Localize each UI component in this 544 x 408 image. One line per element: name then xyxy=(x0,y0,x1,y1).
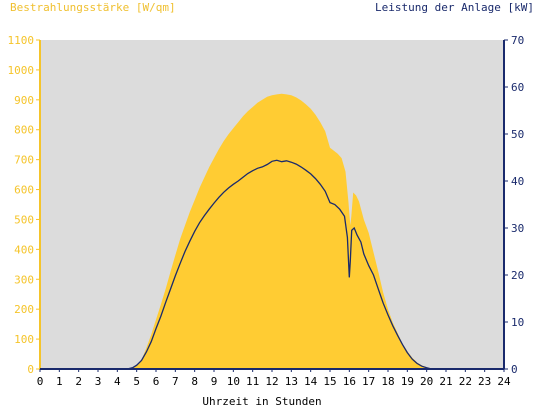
right-tick-label: 10 xyxy=(511,316,524,329)
x-tick-label: 3 xyxy=(95,375,102,388)
x-tick-label: 0 xyxy=(37,375,44,388)
x-tick-label: 1 xyxy=(56,375,63,388)
x-tick-label: 2 xyxy=(75,375,82,388)
right-tick-label: 70 xyxy=(511,34,524,47)
x-tick-label: 5 xyxy=(133,375,140,388)
x-tick-label: 18 xyxy=(381,375,394,388)
series-layer xyxy=(40,93,504,370)
x-tick-label: 4 xyxy=(114,375,121,388)
x-tick-label: 14 xyxy=(304,375,318,388)
x-tick-label: 15 xyxy=(323,375,336,388)
x-tick-label: 24 xyxy=(497,375,511,388)
left-tick-label: 800 xyxy=(14,124,34,137)
left-tick-label: 300 xyxy=(14,273,34,286)
left-tick-label: 900 xyxy=(14,94,34,107)
right-tick-label: 40 xyxy=(511,175,524,188)
x-tick-label: 6 xyxy=(153,375,160,388)
x-tick-label: 9 xyxy=(211,375,218,388)
x-axis-title: Uhrzeit in Stunden xyxy=(202,395,321,408)
left-tick-label: 400 xyxy=(14,243,34,256)
x-tick-label: 21 xyxy=(439,375,452,388)
series-power-line xyxy=(40,159,504,370)
left-tick-label: 1100 xyxy=(8,34,35,47)
left-axis-title: Bestrahlungsstärke [W/qm] xyxy=(10,1,176,14)
x-tick-label: 16 xyxy=(343,375,356,388)
right-tick-label: 30 xyxy=(511,222,524,235)
right-tick-label: 50 xyxy=(511,128,524,141)
left-tick-label: 600 xyxy=(14,184,34,197)
x-tick-label: 19 xyxy=(401,375,414,388)
right-tick-label: 20 xyxy=(511,269,524,282)
x-tick-label: 8 xyxy=(191,375,198,388)
left-tick-label: 0 xyxy=(27,363,34,376)
ticks-layer: 0100200300400500600700800900100011000102… xyxy=(8,34,525,388)
right-tick-label: 0 xyxy=(511,363,518,376)
x-tick-label: 12 xyxy=(265,375,278,388)
x-tick-label: 17 xyxy=(362,375,375,388)
x-tick-label: 10 xyxy=(227,375,240,388)
x-tick-label: 11 xyxy=(246,375,259,388)
left-tick-label: 100 xyxy=(14,333,34,346)
x-tick-label: 23 xyxy=(478,375,491,388)
left-tick-label: 200 xyxy=(14,303,34,316)
x-tick-label: 20 xyxy=(420,375,433,388)
left-tick-label: 1000 xyxy=(8,64,35,77)
x-tick-label: 13 xyxy=(285,375,298,388)
x-tick-label: 7 xyxy=(172,375,179,388)
left-tick-label: 500 xyxy=(14,213,34,226)
right-tick-label: 60 xyxy=(511,81,524,94)
x-tick-label: 22 xyxy=(459,375,472,388)
series-irradiance-area xyxy=(40,93,504,370)
right-axis-title: Leistung der Anlage [kW] xyxy=(375,1,534,14)
left-tick-label: 700 xyxy=(14,154,34,167)
